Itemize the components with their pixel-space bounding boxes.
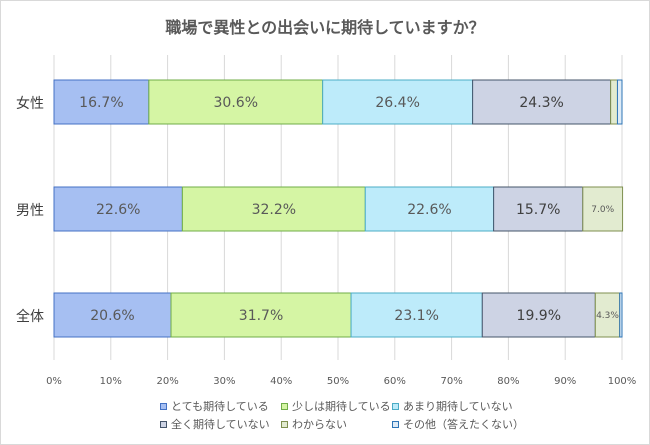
bar-segment [582, 186, 624, 232]
data-label: 24.3% [519, 95, 563, 111]
bar-segment [148, 79, 324, 125]
bar-segment [53, 79, 150, 125]
data-label: 23.1% [394, 308, 438, 324]
data-label: 22.6% [96, 202, 140, 218]
category-label: 全体 [16, 308, 44, 325]
category-label: 男性 [16, 203, 44, 219]
x-tick-label: 10% [100, 376, 122, 387]
data-label: 15.7% [516, 202, 560, 218]
legend-swatch [160, 402, 167, 410]
data-label: 4.3% [596, 311, 619, 321]
x-tick-label: 30% [213, 376, 235, 387]
legend-label: わからない [292, 418, 347, 431]
data-label: 19.9% [517, 308, 561, 324]
legend-label: あまり期待していない [403, 400, 513, 413]
legend-item: わからない [281, 416, 347, 432]
data-label: 26.4% [375, 95, 419, 111]
x-tick-label: 60% [384, 376, 406, 387]
bar-segment [181, 186, 366, 232]
x-tick-label: 50% [327, 376, 349, 387]
x-tick-label: 40% [270, 376, 292, 387]
x-tick-label: 20% [156, 376, 178, 387]
legend-label: 全く期待していない [171, 418, 270, 431]
bar-segment [322, 79, 474, 125]
bar-segment [170, 292, 352, 338]
legend-item: あまり期待していない [392, 398, 513, 414]
data-label: 32.2% [252, 202, 296, 218]
bar-segment [53, 292, 172, 338]
data-label: 30.6% [214, 95, 258, 111]
bar-segment [619, 292, 623, 338]
x-tick-label: 90% [554, 376, 576, 387]
legend-swatch [160, 420, 167, 428]
legend-label: その他（答えたくない） [403, 418, 524, 431]
bar-segment [364, 186, 495, 232]
legend-swatch [281, 420, 288, 428]
data-label: 22.6% [407, 202, 451, 218]
bar-segment [493, 186, 584, 232]
data-label: 16.7% [79, 95, 123, 111]
legend-item: 少しは期待している [281, 398, 391, 414]
x-tick-label: 100% [608, 376, 637, 387]
data-label: 7.0% [591, 205, 614, 215]
x-tick-label: 80% [497, 376, 519, 387]
category-label: 女性 [16, 95, 44, 112]
x-tick-label: 70% [440, 376, 462, 387]
legend-swatch [281, 402, 288, 410]
legend-label: 少しは期待している [292, 400, 391, 413]
bar-segment [616, 79, 623, 125]
legend-swatch [392, 402, 399, 410]
data-label: 31.7% [239, 308, 283, 324]
legend-label: とても期待している [171, 400, 269, 413]
x-tick-label: 0% [46, 376, 62, 387]
chart-title: 職場で異性との出会いに期待していますか？ [165, 18, 485, 37]
legend-item: とても期待している [160, 398, 269, 414]
legend-item: 全く期待していない [160, 416, 270, 432]
data-label: 20.6% [90, 308, 134, 324]
bar-segment [610, 79, 618, 125]
legend-swatch [392, 420, 399, 428]
legend-item: その他（答えたくない） [392, 416, 524, 432]
